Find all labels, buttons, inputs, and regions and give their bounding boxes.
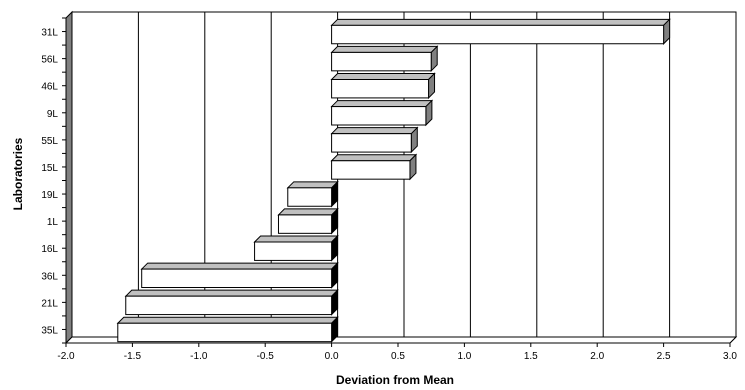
bar-55L: [331, 133, 412, 153]
y-tick-label: 15L: [41, 163, 58, 174]
x-tick-label: 1.0: [457, 351, 471, 362]
bar-top-1L: [277, 208, 339, 216]
y-tick-label: 31L: [41, 28, 58, 39]
bar-19L: [287, 187, 333, 207]
x-tick-label: 1.5: [524, 351, 538, 362]
y-tick-label: 46L: [41, 82, 58, 93]
y-tick-label: 35L: [41, 325, 58, 336]
bar-top-56L: [330, 45, 439, 53]
bar-top-36L: [140, 262, 339, 270]
bar-15L: [331, 160, 411, 180]
bar-top-16L: [253, 235, 339, 243]
y-tick-label: 36L: [41, 271, 58, 282]
bar-46L: [331, 79, 430, 99]
bar-top-9L: [330, 100, 434, 108]
x-tick-label: 2.5: [657, 351, 671, 362]
y-tick-label: 16L: [41, 244, 58, 255]
x-tick-label: -0.5: [257, 351, 275, 362]
x-tick-label: 0.5: [391, 351, 405, 362]
bar-31L: [331, 24, 665, 45]
x-axis-title: Deviation from Mean: [336, 373, 454, 387]
x-tick-labels: -2.0 -1.5 -1.0 -0.5 0.0 0.5 1.0 1.5 2.0 2.5 3.0: [57, 343, 737, 362]
bar-9L: [331, 106, 427, 126]
y-tick-label: 1L: [47, 217, 59, 228]
bar-16L: [254, 241, 333, 261]
bars: [116, 18, 671, 343]
y-tick-label: 9L: [47, 109, 59, 120]
bar-1L: [277, 214, 333, 234]
bar-top-19L: [286, 181, 339, 189]
bar-top-35L: [116, 316, 339, 324]
bar-top-46L: [330, 73, 436, 80]
y-tick-label: 19L: [41, 190, 58, 201]
bar-35L: [117, 322, 333, 343]
bar-top-31L: [330, 18, 671, 26]
x-tick-label: 0.0: [325, 351, 339, 362]
bar-top-21L: [124, 289, 339, 297]
x-tick-label: -1.5: [124, 351, 142, 362]
back-wall-frame: [71, 11, 737, 338]
y-tick-label: 56L: [41, 55, 58, 66]
bar-top-55L: [330, 127, 419, 135]
x-tick-label: 3.0: [723, 351, 737, 362]
x-tick-label: -1.0: [190, 351, 208, 362]
x-tick-label: 2.0: [590, 351, 604, 362]
bar-56L: [331, 51, 432, 72]
y-tick-label: 21L: [41, 298, 58, 309]
y-tick-label: 55L: [41, 136, 58, 147]
bar-top-15L: [330, 154, 418, 162]
bar-36L: [141, 268, 333, 289]
bar-21L: [125, 295, 333, 316]
y-tick-labels: 31L 56L 46L 9L 55L 15L 19L 1L 16L 36L 21L 35L: [41, 17, 66, 344]
left-wall: [65, 10, 73, 345]
x-tick-label: -2.0: [57, 351, 75, 362]
y-axis-title: Laboratories: [11, 137, 25, 210]
